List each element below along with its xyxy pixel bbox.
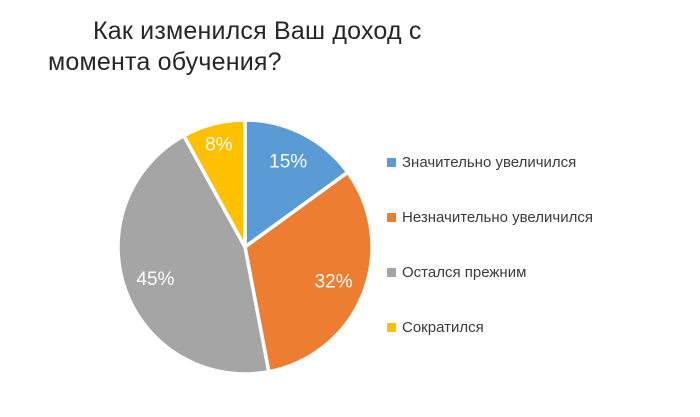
pie-svg: 15% 32% 45% 8%: [116, 118, 374, 376]
legend-item: Остался прежним: [387, 263, 593, 282]
pie-slice-3: [116, 133, 271, 376]
pie-chart: 15% 32% 45% 8%: [111, 113, 379, 381]
legend-swatch: [387, 323, 396, 332]
pie-slice-4: [182, 118, 247, 249]
slice-data-label: 15%: [269, 152, 307, 173]
chart-title-line1: Как изменился Ваш доход с: [93, 17, 422, 45]
legend-label: Сократился: [402, 319, 484, 336]
slice-data-label: 32%: [315, 272, 353, 293]
pie-slice-1: [243, 118, 350, 249]
legend-item: Значительно увеличился: [387, 153, 593, 172]
legend-label: Остался прежним: [402, 264, 527, 281]
pie-slice-2: [243, 170, 374, 374]
chart-title-line2: момента обучения?: [48, 48, 282, 76]
legend-item: Незначительно увеличился: [387, 208, 593, 227]
legend-swatch: [387, 268, 396, 277]
chart-legend: Значительно увеличился Незначительно увел…: [387, 153, 593, 337]
legend-swatch: [387, 213, 396, 222]
legend-label: Значительно увеличился: [402, 154, 577, 171]
legend-swatch: [387, 158, 396, 167]
legend-label: Незначительно увеличился: [402, 209, 593, 226]
slice-data-label: 8%: [205, 134, 233, 155]
slice-data-label: 45%: [136, 269, 174, 290]
legend-item: Сократился: [387, 318, 593, 337]
chart-title: Как изменился Ваш доход с момента обучен…: [48, 16, 422, 78]
